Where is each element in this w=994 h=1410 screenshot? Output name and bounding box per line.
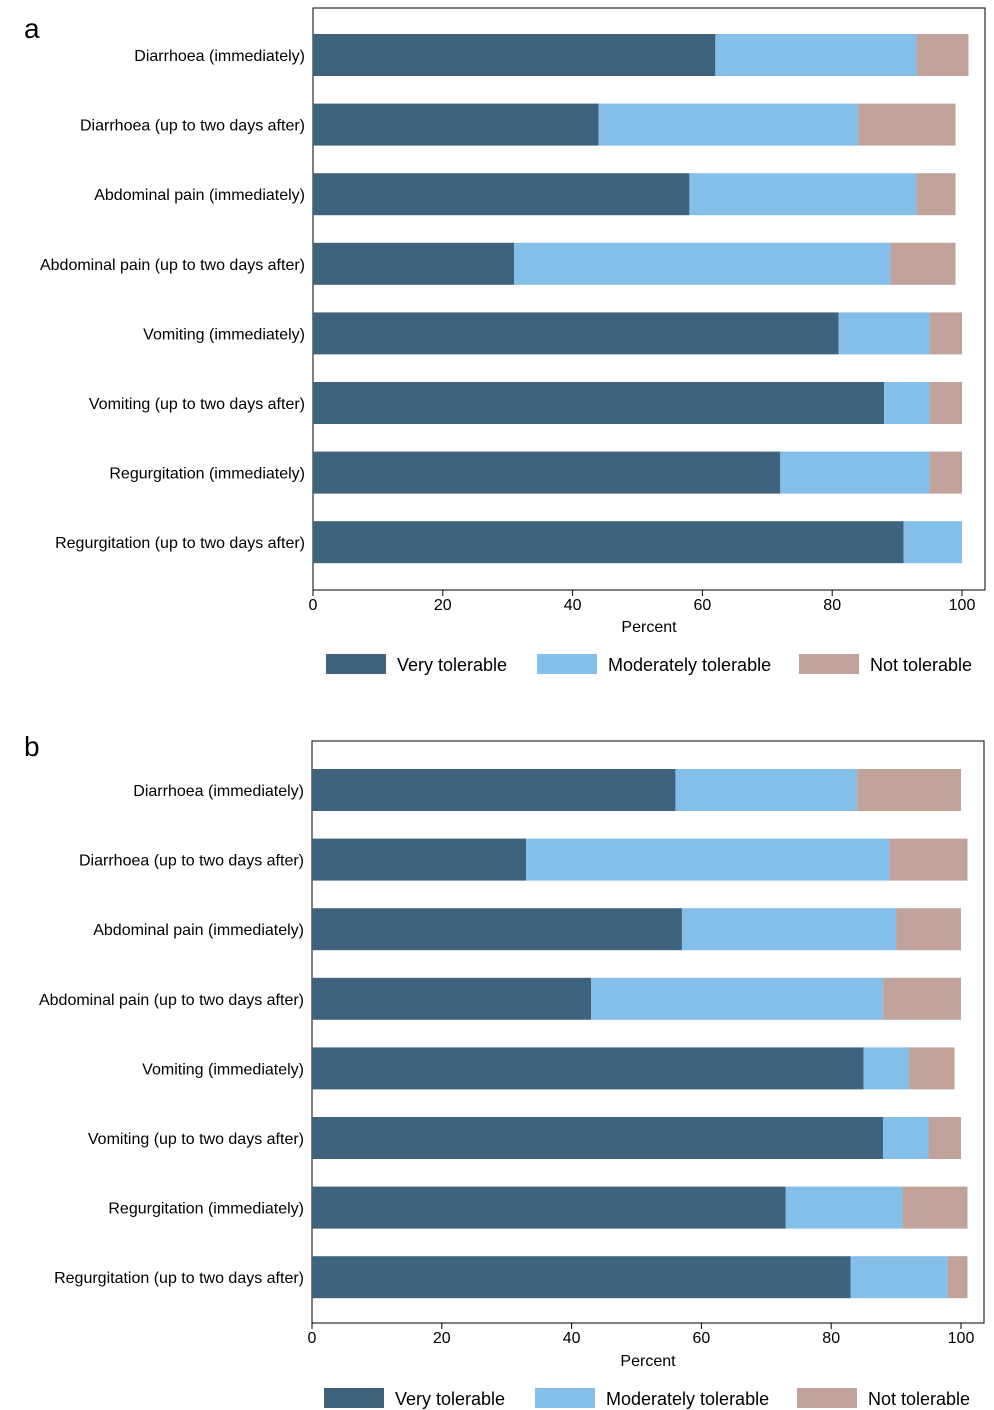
panel-b-bar-7-moderately-tolerable [785, 1186, 903, 1229]
panel-a-bar-5-moderately-tolerable [838, 312, 930, 355]
panel-b-bar-7-not-tolerable [902, 1186, 968, 1229]
panel-b-legend-swatch-not-tolerable [797, 1388, 857, 1408]
panel-b-category-label: Vomiting (up to two days after) [88, 1131, 304, 1148]
panel-a-legend-swatch-not-tolerable [799, 654, 859, 674]
panel-a-category-label: Regurgitation (up to two days after) [55, 535, 305, 552]
panel-a-category-label: Regurgitation (immediately) [109, 466, 305, 483]
panel-a-bar-4-not-tolerable [890, 242, 956, 285]
panel-a-bar-6-very-tolerable [313, 382, 885, 424]
panel-a-category-label: Vomiting (immediately) [143, 326, 305, 343]
panel-b-x-tick-label: 40 [563, 1330, 581, 1347]
panel-a-x-tick-label: 60 [694, 597, 712, 614]
panel-b-x-tick-label: 0 [308, 1330, 317, 1347]
panel-a-legend-label-moderately-tolerable: Moderately tolerable [608, 655, 771, 675]
panel-b-bar-4-not-tolerable [883, 977, 961, 1020]
panel-a-bar-4-very-tolerable [313, 242, 515, 285]
panel-b-bar-2-not-tolerable [889, 838, 968, 881]
panel-a-legend-swatch-moderately-tolerable [537, 654, 597, 674]
panel-b-legend-label-not-tolerable: Not tolerable [868, 1389, 970, 1409]
panel-b-bar-8-not-tolerable [948, 1256, 968, 1299]
panel-b-x-tick-label: 20 [433, 1330, 451, 1347]
panel-b-bar-3-moderately-tolerable [681, 908, 897, 951]
panel-a-bar-6-not-tolerable [929, 382, 962, 424]
panel-b-bar-6-moderately-tolerable [883, 1117, 929, 1159]
panel-a-bar-2-moderately-tolerable [598, 103, 859, 146]
panel-b-bar-1-not-tolerable [857, 769, 961, 811]
panel-b-category-label: Vomiting (immediately) [142, 1061, 304, 1078]
panel-a-bar-4-moderately-tolerable [514, 242, 891, 285]
panel-b-x-tick-label: 60 [693, 1330, 711, 1347]
panel-a-legend-label-not-tolerable: Not tolerable [870, 655, 972, 675]
panel-a-bar-5-not-tolerable [929, 312, 962, 355]
panel-b-bar-5-not-tolerable [909, 1047, 955, 1090]
panel-a-bar-8-very-tolerable [313, 521, 904, 564]
panel-a-category-label: Vomiting (up to two days after) [89, 396, 305, 413]
panel-a-category-label: Diarrhoea (immediately) [134, 48, 305, 65]
panel-b-x-tick-label: 100 [948, 1330, 975, 1347]
panel-a-bar-5-very-tolerable [313, 312, 839, 355]
panel-b-bar-8-moderately-tolerable [850, 1256, 949, 1299]
panel-a-bar-7-moderately-tolerable [780, 451, 930, 494]
panel-a-x-axis-label: Percent [621, 619, 677, 636]
panel-a-bar-7-not-tolerable [929, 451, 962, 494]
panel-b-plot-frame [311, 740, 985, 1324]
panel-b-bar-3-not-tolerable [896, 908, 961, 951]
chart-panel-a: a Diarrhoea (immediately) Diarrhoea (up t… [24, 7, 986, 675]
panel-b-bar-8-very-tolerable [312, 1256, 851, 1299]
panel-letter-a: a [24, 13, 40, 44]
panel-a-legend-swatch-very-tolerable [326, 654, 386, 674]
panel-b-legend-label-very-tolerable: Very tolerable [395, 1389, 505, 1409]
panel-b-x-axis-label: Percent [620, 1353, 676, 1370]
panel-b-bar-1-very-tolerable [312, 769, 676, 811]
panel-b-category-label: Abdominal pain (immediately) [93, 922, 304, 939]
panel-a-x-tick-label: 100 [949, 597, 976, 614]
panel-a-legend-label-very-tolerable: Very tolerable [397, 655, 507, 675]
panel-b-category-label: Regurgitation (up to two days after) [54, 1270, 304, 1287]
panel-a-bar-2-very-tolerable [313, 103, 599, 146]
panel-a-bar-3-moderately-tolerable [689, 173, 917, 216]
panel-a-x-tick-label: 0 [309, 597, 318, 614]
panel-b-legend-swatch-very-tolerable [324, 1388, 384, 1408]
panel-a-bar-2-not-tolerable [858, 103, 956, 146]
panel-b-bar-5-very-tolerable [312, 1047, 864, 1090]
panel-b-x-tick-label: 80 [822, 1330, 840, 1347]
panel-a-bar-8-moderately-tolerable [903, 521, 962, 564]
panel-a-x-tick-label: 20 [434, 597, 452, 614]
panel-a-category-label: Diarrhoea (up to two days after) [80, 118, 305, 135]
panel-a-bar-1-not-tolerable [916, 34, 969, 76]
panel-a-category-label: Abdominal pain (immediately) [94, 187, 305, 204]
panel-letter-b: b [24, 731, 40, 762]
panel-a-bar-7-very-tolerable [313, 451, 781, 494]
panel-b-bar-3-very-tolerable [312, 908, 682, 951]
panel-a-plot-frame [312, 7, 986, 591]
panel-b-legend-label-moderately-tolerable: Moderately tolerable [606, 1389, 769, 1409]
panel-a-x-tick-label: 40 [564, 597, 582, 614]
panel-b-bar-6-very-tolerable [312, 1117, 884, 1159]
panel-a-bar-3-very-tolerable [313, 173, 690, 216]
chart-panel-b: b Diarrhoea (immediately) Diarrhoea (up t… [24, 731, 985, 1409]
panel-b-bar-2-moderately-tolerable [526, 838, 890, 881]
panel-b-bar-4-moderately-tolerable [591, 977, 884, 1020]
panel-b-bar-7-very-tolerable [312, 1186, 786, 1229]
panel-a-category-label: Abdominal pain (up to two days after) [40, 257, 305, 274]
panel-a-bar-6-moderately-tolerable [884, 382, 930, 424]
panel-b-bar-5-moderately-tolerable [863, 1047, 910, 1090]
panel-a-bar-1-moderately-tolerable [715, 34, 917, 76]
panel-b-category-label: Abdominal pain (up to two days after) [39, 992, 304, 1009]
panel-b-bar-6-not-tolerable [928, 1117, 961, 1159]
panel-b-category-label: Diarrhoea (up to two days after) [79, 853, 304, 870]
panel-b-legend-swatch-moderately-tolerable [535, 1388, 595, 1408]
panel-b-bar-1-moderately-tolerable [675, 769, 858, 811]
panel-b-category-label: Regurgitation (immediately) [108, 1201, 304, 1218]
panel-b-category-label: Diarrhoea (immediately) [133, 783, 304, 800]
panel-b-bar-4-very-tolerable [312, 977, 592, 1020]
panel-a-bar-1-very-tolerable [313, 34, 716, 76]
panel-b-bar-2-very-tolerable [312, 838, 527, 881]
panel-a-bar-3-not-tolerable [916, 173, 956, 216]
panel-a-x-tick-label: 80 [823, 597, 841, 614]
